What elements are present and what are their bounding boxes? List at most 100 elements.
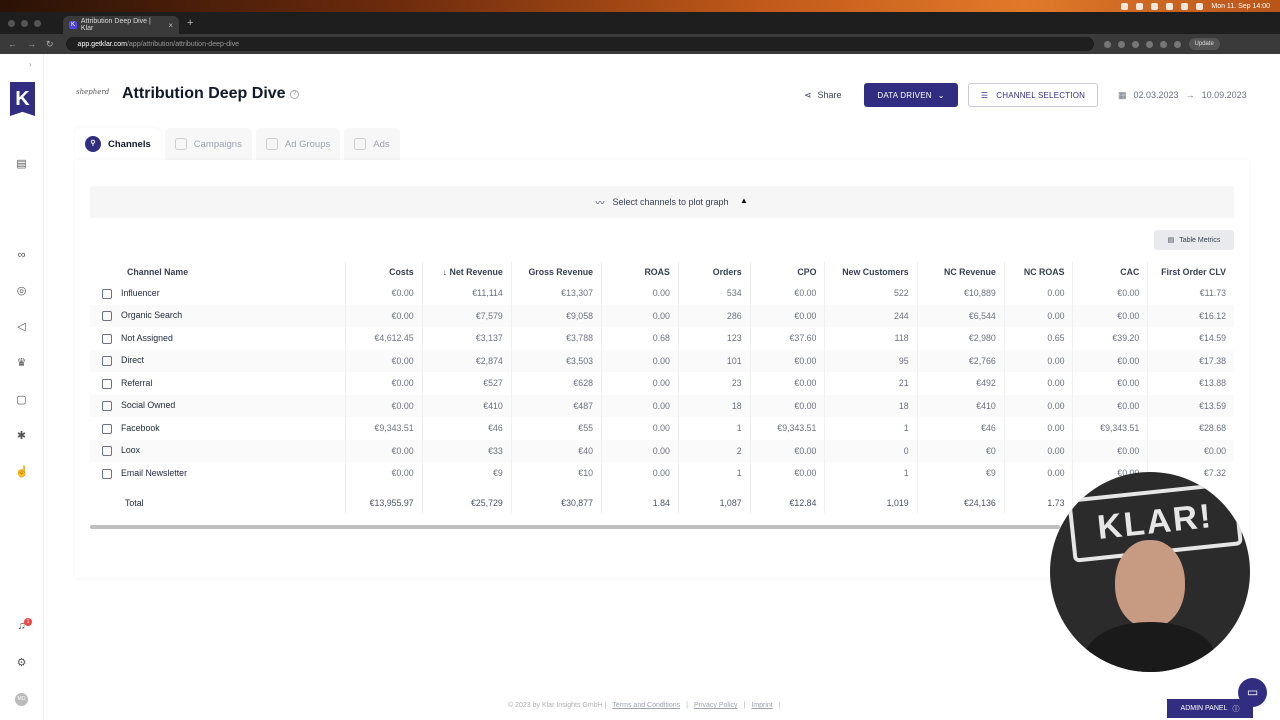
channel-name: Email Newsletter bbox=[121, 467, 187, 478]
metric-cell: €9,343.51 bbox=[749, 417, 825, 440]
table-row[interactable]: Direct €0.00 €2,874 €3,503 0.00 101 €0.00 95 €2,… bbox=[90, 349, 1234, 372]
extension-icon[interactable] bbox=[1131, 40, 1139, 48]
user-avatar[interactable]: MO bbox=[15, 693, 28, 706]
row-checkbox[interactable] bbox=[102, 401, 112, 412]
row-checkbox[interactable] bbox=[102, 446, 112, 457]
share-icon: ⋖ bbox=[804, 89, 812, 100]
extension-icon[interactable] bbox=[1159, 40, 1167, 48]
table-row[interactable]: Email Newsletter €0.00 €9 €10 0.00 1 €0.00 1 €9 0… bbox=[90, 462, 1234, 485]
search-icon[interactable] bbox=[1196, 2, 1204, 10]
macos-menu-bar: Mon 11. Sep 14:00 bbox=[0, 0, 1280, 12]
table-row[interactable]: Facebook €9,343.51 €46 €55 0.00 1 €9,343.51 1 €4… bbox=[90, 417, 1234, 440]
horizontal-scrollbar[interactable] bbox=[90, 525, 1234, 529]
close-window-icon[interactable] bbox=[8, 19, 15, 27]
browser-toolbar: ← → ↻ app.getklar.com/app/attribution/at… bbox=[0, 34, 1280, 54]
table-row[interactable]: Social Owned €0.00 €410 €487 0.00 18 €0.00 18 €4… bbox=[90, 394, 1234, 417]
metric-cell: 21 bbox=[824, 372, 918, 395]
metric-cell: 286 bbox=[677, 304, 751, 327]
row-checkbox[interactable] bbox=[102, 333, 112, 344]
tab-ad-groups[interactable]: Ad Groups bbox=[255, 128, 341, 160]
terms-link[interactable]: Terms and Conditions bbox=[612, 702, 681, 709]
metric-cell: €13.59 bbox=[1147, 394, 1234, 417]
attribution-model-dropdown[interactable]: DATA DRIVEN ⌄ bbox=[864, 83, 958, 107]
profile-icon[interactable] bbox=[1173, 40, 1181, 48]
column-header[interactable]: Costs bbox=[344, 262, 423, 282]
attribution-icon[interactable]: ✱ bbox=[16, 430, 27, 442]
tab-campaigns[interactable]: Campaigns bbox=[164, 128, 252, 160]
metric-cell: €7,579 bbox=[421, 304, 512, 327]
metric-cell: 2 bbox=[677, 439, 751, 462]
column-header[interactable]: NC ROAS bbox=[1003, 262, 1073, 282]
row-checkbox[interactable] bbox=[102, 468, 112, 479]
column-header[interactable]: Channel Name bbox=[127, 267, 189, 277]
crown-icon[interactable]: ♛ bbox=[16, 357, 27, 369]
channel-selection-button[interactable]: ☰ CHANNEL SELECTION bbox=[968, 83, 1098, 107]
store-icon[interactable]: ▤ bbox=[16, 158, 27, 170]
column-header[interactable]: Gross Revenue bbox=[510, 262, 602, 282]
column-header[interactable]: Orders bbox=[677, 262, 751, 282]
extension-icon[interactable] bbox=[1145, 40, 1153, 48]
metric-cell: €0.00 bbox=[1147, 439, 1234, 462]
row-checkbox[interactable] bbox=[102, 423, 112, 434]
scrollbar-thumb[interactable] bbox=[90, 525, 1060, 529]
close-tab-icon[interactable]: × bbox=[168, 20, 173, 30]
row-checkbox[interactable] bbox=[102, 356, 112, 367]
new-tab-icon[interactable]: + bbox=[187, 17, 194, 29]
date-range-picker[interactable]: ▦ 02.03.2023 → 10.09.2023 bbox=[1110, 84, 1247, 106]
minimize-window-icon[interactable] bbox=[21, 19, 28, 27]
status-icon[interactable] bbox=[1151, 2, 1159, 10]
coins-icon[interactable]: ◎ bbox=[16, 285, 27, 297]
row-checkbox[interactable] bbox=[102, 378, 112, 389]
table-row[interactable]: Influencer €0.00 €11,114 €13,307 0.00 534 €0.0… bbox=[90, 282, 1234, 305]
row-checkbox[interactable] bbox=[102, 288, 112, 299]
menu-clock[interactable]: Mon 11. Sep 14:00 bbox=[1211, 2, 1270, 10]
table-row[interactable]: Not Assigned €4,612.45 €3,137 €3,788 0.68 123… bbox=[90, 327, 1234, 350]
column-header[interactable]: CAC bbox=[1072, 262, 1148, 282]
bell-icon[interactable]: ♫ bbox=[17, 620, 26, 632]
share-button[interactable]: ⋖ Share bbox=[796, 84, 850, 106]
address-bar[interactable]: app.getklar.com/app/attribution/attribut… bbox=[65, 37, 1094, 51]
maximize-window-icon[interactable] bbox=[34, 19, 41, 27]
klar-logo[interactable]: K bbox=[10, 82, 35, 116]
table-row[interactable]: Referral €0.00 €527 €628 0.00 23 €0.00 21 €492 0.… bbox=[90, 372, 1234, 395]
imprint-link[interactable]: Imprint bbox=[751, 702, 773, 709]
status-icon[interactable] bbox=[1136, 2, 1144, 10]
status-icon[interactable] bbox=[1121, 2, 1129, 10]
column-header[interactable]: NC Revenue bbox=[916, 262, 1005, 282]
binoculars-icon[interactable]: ∞ bbox=[17, 249, 26, 261]
tab-channels[interactable]: ⚲ Channels bbox=[75, 128, 161, 160]
metric-cell: €4,612.45 bbox=[344, 327, 423, 350]
metric-cell: 101 bbox=[677, 349, 751, 372]
reload-icon[interactable]: ↻ bbox=[46, 38, 54, 49]
metric-cell: €2,766 bbox=[916, 349, 1005, 372]
forward-icon[interactable]: → bbox=[27, 38, 36, 49]
wifi-icon[interactable] bbox=[1181, 2, 1189, 10]
extension-icon[interactable] bbox=[1103, 40, 1111, 48]
column-header-sorted[interactable]: ↓ Net Revenue bbox=[421, 262, 512, 282]
chat-support-icon[interactable]: ▭ bbox=[1238, 678, 1267, 707]
table-row[interactable]: Loox €0.00 €33 €40 0.00 2 €0.00 0 €0 0.00 €0.00 €0.… bbox=[90, 439, 1234, 462]
info-icon[interactable]: ? bbox=[290, 90, 299, 99]
tab-ads[interactable]: Ads bbox=[344, 128, 400, 160]
settings-gear-icon[interactable]: ⚙ bbox=[16, 657, 27, 669]
column-header[interactable]: New Customers bbox=[824, 262, 918, 282]
shopping-bag-icon[interactable]: ▢ bbox=[16, 394, 27, 406]
column-header[interactable]: First Order CLV bbox=[1147, 262, 1234, 282]
column-header[interactable]: ROAS bbox=[600, 262, 679, 282]
status-icon[interactable] bbox=[1166, 2, 1174, 10]
back-icon[interactable]: ← bbox=[8, 38, 17, 49]
page-title: Attribution Deep Dive bbox=[122, 85, 286, 102]
megaphone-icon[interactable]: ◁ bbox=[17, 321, 26, 333]
table-row[interactable]: Organic Search €0.00 €7,579 €9,058 0.00 286 €0… bbox=[90, 304, 1234, 327]
expand-sidebar-icon[interactable]: › bbox=[29, 60, 32, 69]
thumbs-up-icon[interactable]: ☝ bbox=[15, 466, 29, 478]
admin-panel-button[interactable]: ADMIN PANEL ⓘ bbox=[1167, 699, 1253, 718]
extension-icon[interactable] bbox=[1117, 40, 1125, 48]
row-checkbox[interactable] bbox=[102, 311, 112, 322]
metric-cell: €37.60 bbox=[749, 327, 825, 350]
browser-tab[interactable]: K Attribution Deep Dive | Klar × bbox=[63, 16, 179, 34]
table-metrics-button[interactable]: ▤ Table Metrics bbox=[1154, 230, 1234, 250]
update-button[interactable]: Update bbox=[1188, 38, 1220, 50]
column-header[interactable]: CPO bbox=[749, 262, 825, 282]
privacy-link[interactable]: Privacy Policy bbox=[693, 702, 738, 709]
